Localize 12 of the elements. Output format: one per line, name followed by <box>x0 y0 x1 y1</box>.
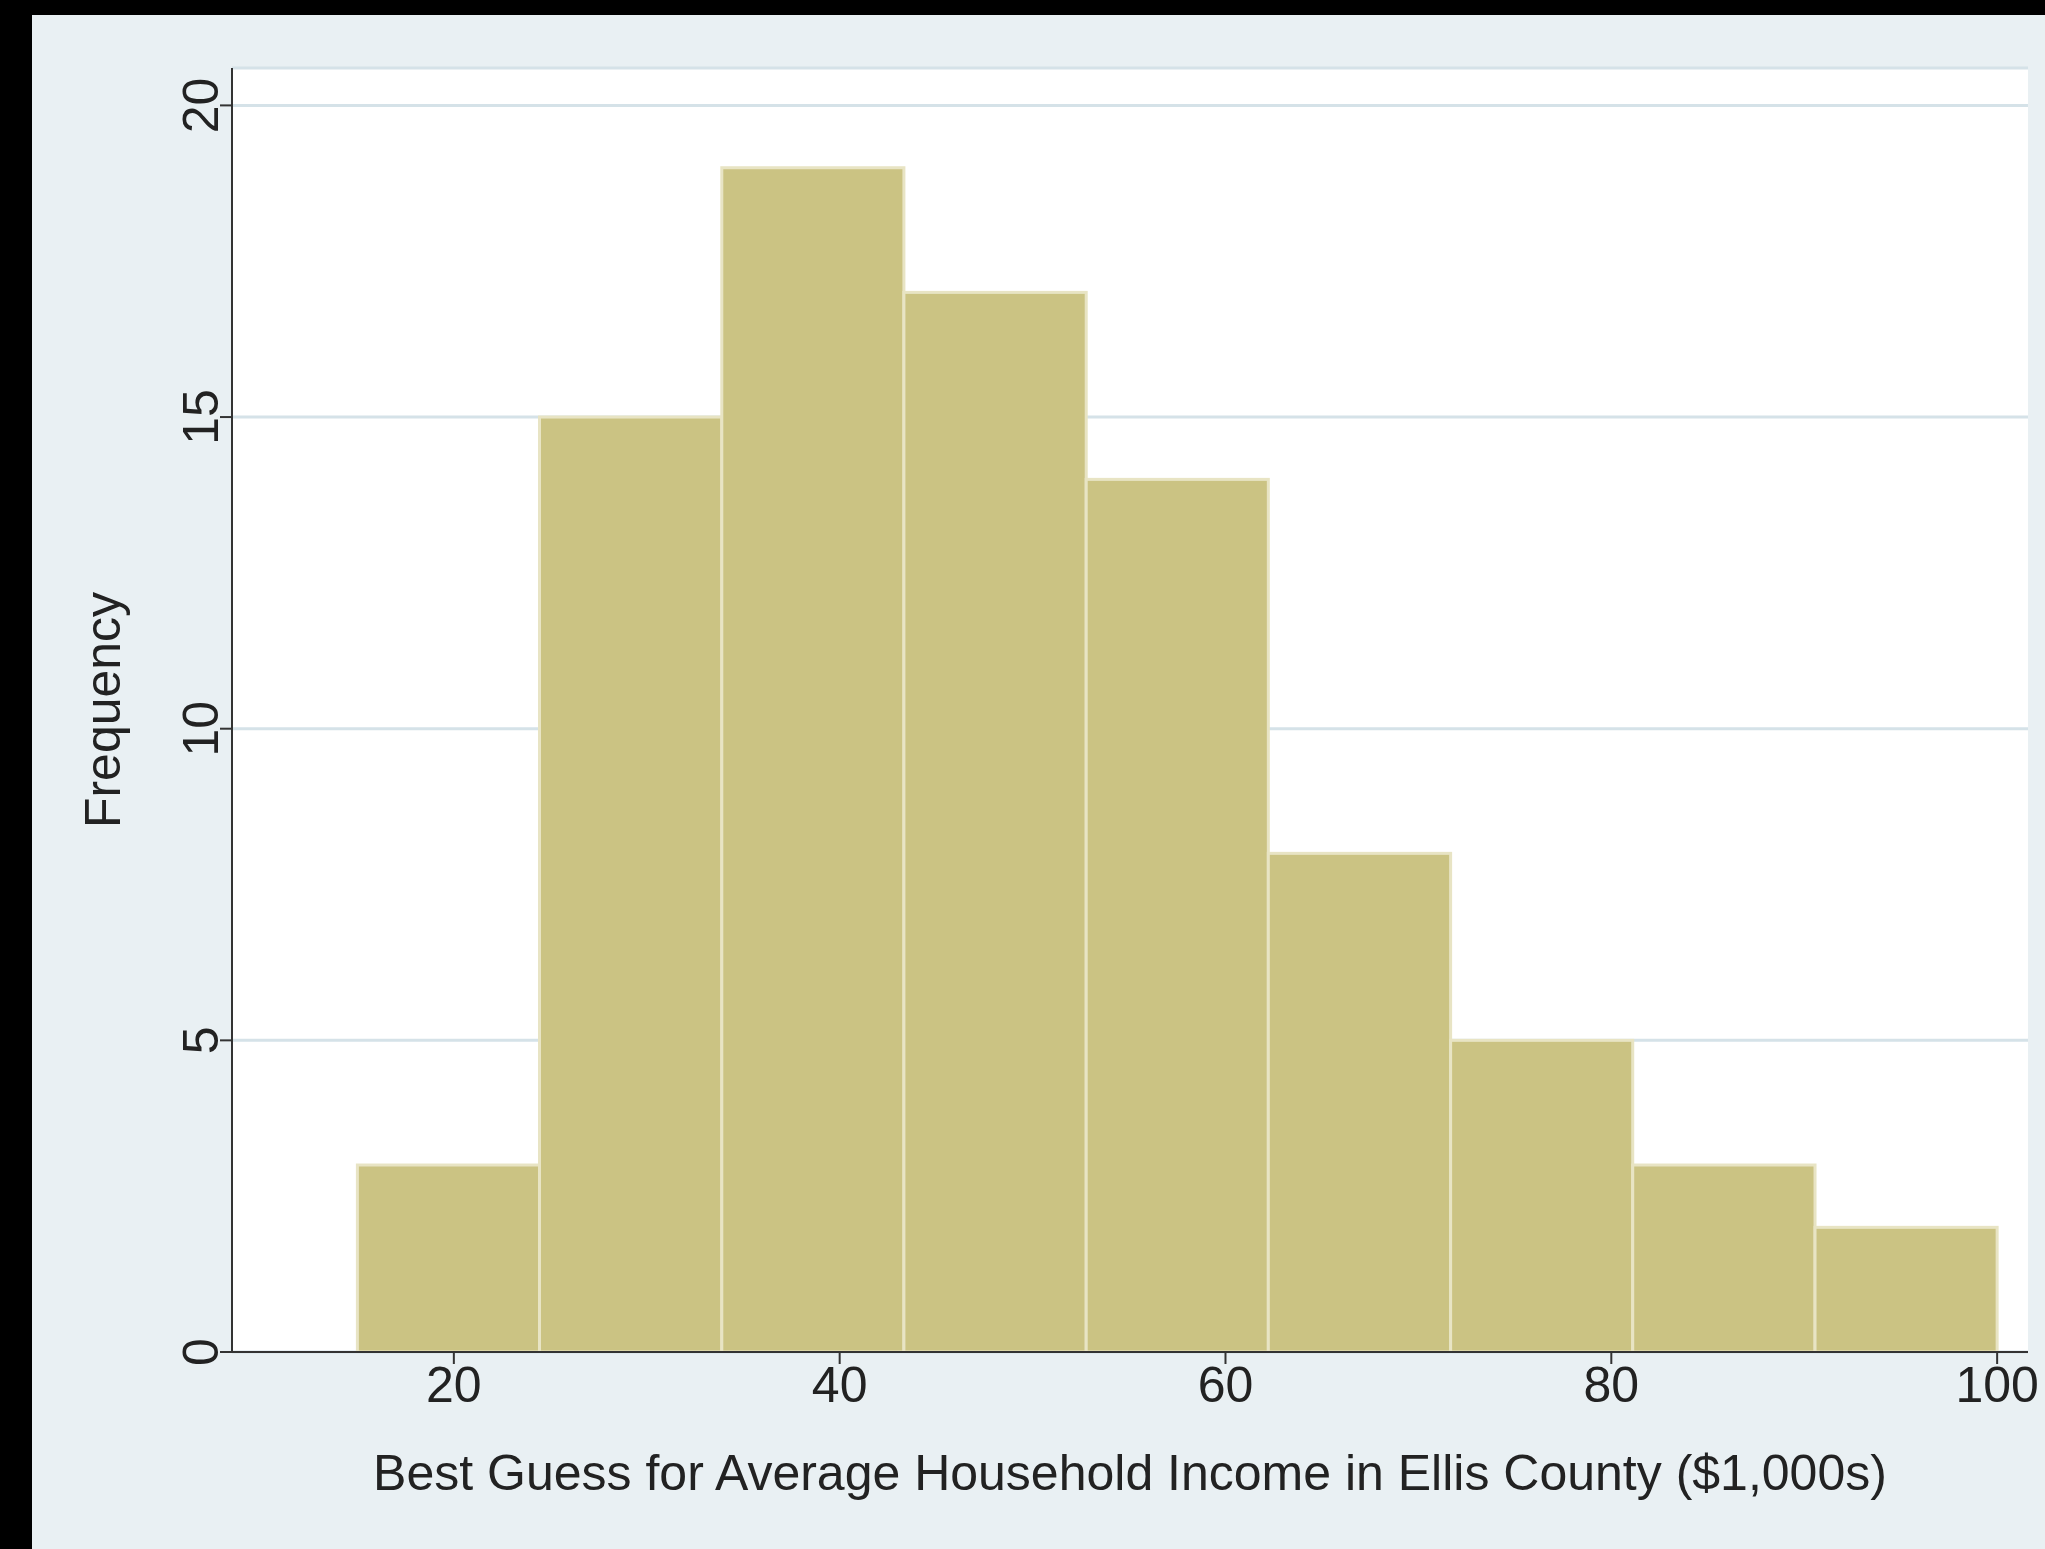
y-tick-label: 5 <box>173 1026 229 1055</box>
x-tick-label: 100 <box>1955 1356 2039 1413</box>
y-tick-label: 15 <box>173 389 229 445</box>
x-tick-label: 80 <box>1583 1356 1640 1413</box>
x-tick-label: 20 <box>426 1356 482 1413</box>
x-tick-label: 60 <box>1197 1356 1254 1413</box>
x-axis-title: Best Guess for Average Household Income in Ellis County ($1,000s) <box>373 1445 1887 1501</box>
y-tick-label: 0 <box>173 1338 229 1366</box>
x-tick-label: 40 <box>811 1356 868 1413</box>
y-tick-label: 10 <box>173 700 229 757</box>
y-axis-title: Frequency <box>74 591 131 829</box>
y-tick-label: 20 <box>173 77 229 134</box>
